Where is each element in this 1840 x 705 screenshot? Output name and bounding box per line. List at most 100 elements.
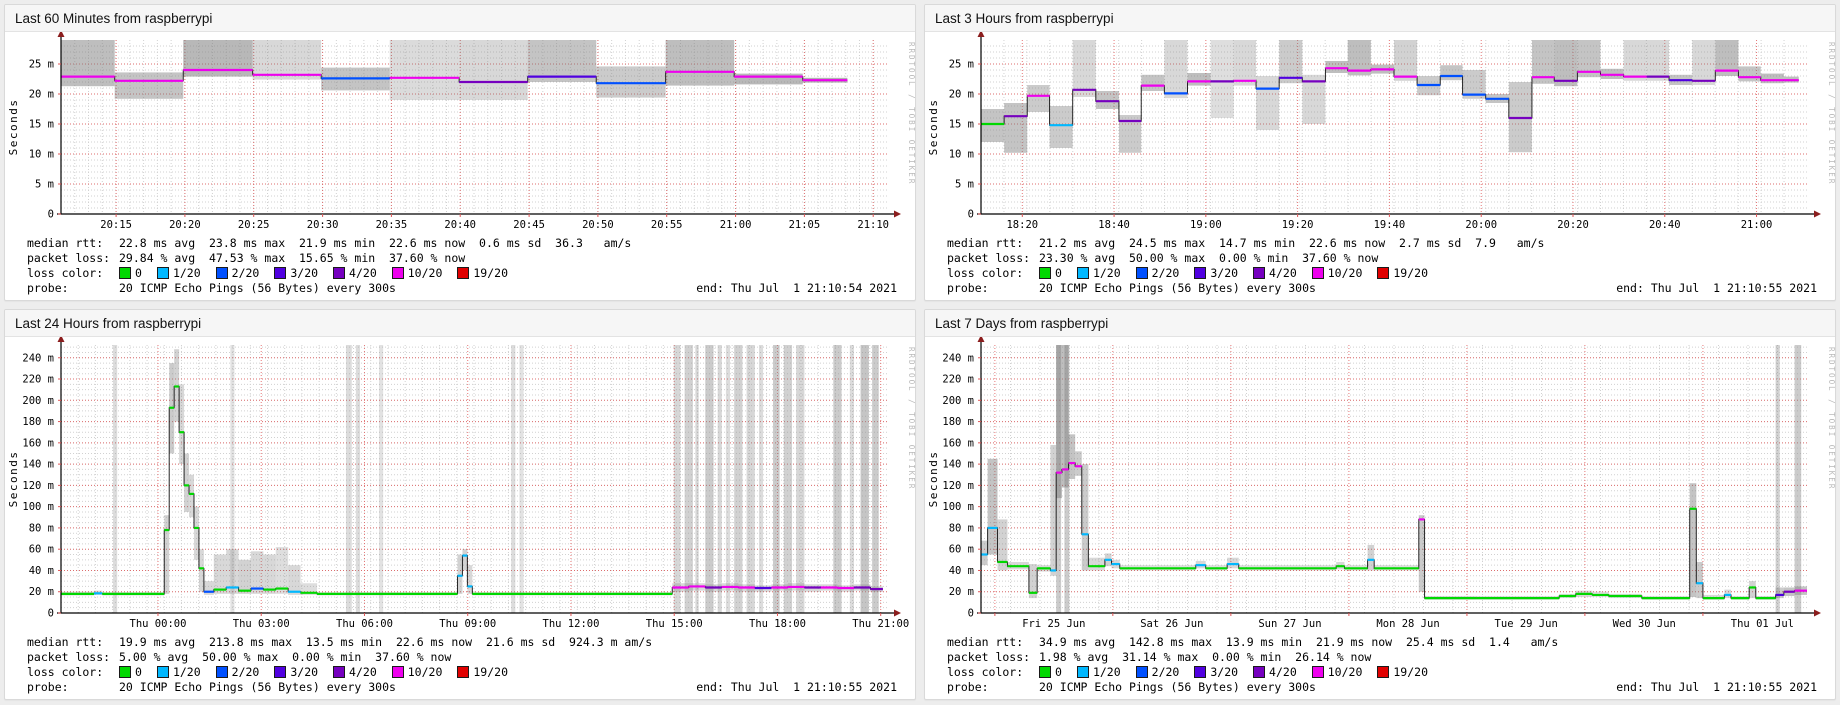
grid-major: [981, 345, 1807, 613]
svg-text:240 m: 240 m: [22, 352, 54, 364]
legend-label: 10/20: [1327, 265, 1363, 280]
y-axis-title: Seconds: [7, 451, 20, 508]
legend-swatch: [1311, 665, 1324, 678]
axis-labels: 0 5 m 10 m 15 m 20 m 25 m 18:20 18:40 19:00 19:20…: [949, 59, 1773, 232]
end-timestamp: end: Thu Jul 1 21:10:55 2021: [1616, 679, 1817, 694]
smokeping-graph-24h[interactable]: 0 20 m 40 m 60 m 80 m 100 m 120 m 140 m 160 m 180…: [5, 337, 915, 633]
probe-label: probe:: [947, 679, 989, 694]
legend-item: 4/20: [1253, 665, 1297, 679]
svg-text:Sun 27 Jun: Sun 27 Jun: [1258, 618, 1321, 630]
loss-legend-items: 0 1/20 2/20 3/20 4/20 10/20 19/20: [1039, 266, 1443, 280]
median-rtt-values: 19.9 ms avg 213.8 ms max 13.5 ms min 22.…: [119, 634, 653, 649]
svg-text:80 m: 80 m: [949, 522, 974, 534]
legend-item: 10/20: [1311, 265, 1363, 280]
legend-swatch: [215, 665, 228, 678]
legend-label: 0: [1055, 265, 1062, 280]
graph-svg: 0 5 m 10 m 15 m 20 m 25 m 20:15 20:20 20:25 20:30…: [7, 32, 915, 231]
svg-text:Thu 21:00: Thu 21:00: [852, 618, 909, 630]
legend-label: 10/20: [407, 664, 443, 679]
panel-last-3-hours: Last 3 Hours from raspberrypi 0 5 m 10 m 15…: [924, 4, 1836, 301]
legend-swatch: [1377, 665, 1390, 678]
smokeping-graph-60min[interactable]: 0 5 m 10 m 15 m 20 m 25 m 20:15 20:20 20:25 20:30…: [5, 32, 915, 234]
packet-loss-values: 23.30 % avg 50.00 % max 0.00 % min 37.60…: [1039, 250, 1379, 265]
legend-label: 2/20: [231, 664, 260, 679]
legend-label: 19/20: [473, 265, 508, 280]
median-line: [981, 67, 1799, 127]
graph-stats: median rtt: 19.9 ms avg 213.8 ms max 13.5…: [5, 633, 915, 694]
svg-text:20:00: 20:00: [1465, 219, 1497, 231]
svg-text:120 m: 120 m: [22, 480, 54, 492]
legend-item: 19/20: [457, 266, 508, 280]
legend-label: 0: [135, 265, 142, 280]
graph-stats: median rtt: 21.2 ms avg 24.5 ms max 14.7 …: [925, 234, 1835, 295]
svg-text:Thu 12:00: Thu 12:00: [543, 618, 600, 630]
legend-label: 1/20: [1092, 664, 1121, 679]
panel-last-7-days: Last 7 Days from raspberrypi 0 20 m 40 m 60…: [924, 309, 1836, 700]
legend-swatch: [1311, 266, 1324, 279]
tick-marks: [58, 357, 882, 616]
svg-text:20:35: 20:35: [376, 219, 408, 231]
loss-color-row: loss color: 0 1/20 2/20 3/20 4/20 10/20 19/20: [947, 664, 1825, 679]
median-rtt-label: median rtt:: [947, 634, 1024, 649]
packet-loss-row: packet loss: 29.84 % avg 47.53 % max 15.6…: [27, 250, 905, 265]
rrdtool-watermark: RRDTOOL / TOBI OETIKER: [907, 347, 915, 490]
legend-label: 4/20: [349, 664, 377, 679]
loss-legend-items: 0 1/20 2/20 3/20 4/20 10/20 19/20: [119, 665, 523, 679]
svg-text:21:10: 21:10: [857, 219, 889, 231]
loss-color-label: loss color:: [27, 265, 104, 280]
svg-text:19:40: 19:40: [1374, 219, 1406, 231]
svg-text:20:15: 20:15: [100, 219, 132, 231]
legend-swatch: [1135, 266, 1148, 279]
svg-text:Thu 00:00: Thu 00:00: [130, 618, 187, 630]
svg-text:0: 0: [48, 209, 54, 221]
svg-text:21:05: 21:05: [789, 219, 821, 231]
probe-values: 20 ICMP Echo Pings (56 Bytes) every 300s: [119, 280, 396, 295]
legend-item: 19/20: [1377, 665, 1428, 679]
legend-swatch: [1039, 665, 1051, 678]
packet-loss-label: packet loss:: [947, 649, 1031, 664]
svg-text:18:20: 18:20: [1006, 219, 1038, 231]
median-line: [61, 68, 848, 85]
probe-row: probe: 20 ICMP Echo Pings (56 Bytes) ever…: [27, 280, 905, 295]
legend-label: 1/20: [1092, 265, 1121, 280]
svg-text:100 m: 100 m: [942, 501, 974, 513]
legend-item: 0: [119, 266, 142, 280]
axis-labels: 0 20 m 40 m 60 m 80 m 100 m 120 m 140 m 160 m 180…: [22, 352, 909, 630]
svg-text:0: 0: [968, 209, 974, 221]
smokeping-graph-7d[interactable]: 0 20 m 40 m 60 m 80 m 100 m 120 m 140 m 160 m 180…: [925, 337, 1835, 633]
rrdtool-watermark: RRDTOOL / TOBI OETIKER: [1827, 42, 1835, 185]
legend-swatch: [1253, 266, 1266, 279]
loss-color-row: loss color: 0 1/20 2/20 3/20 4/20 10/20 19/20: [27, 664, 905, 679]
tick-marks: [58, 63, 874, 217]
svg-text:Thu 06:00: Thu 06:00: [336, 618, 393, 630]
legend-swatch: [333, 266, 346, 279]
legend-item: 1/20: [156, 664, 201, 679]
y-axis-title: Seconds: [927, 451, 940, 508]
panel-header: Last 3 Hours from raspberrypi: [925, 5, 1835, 32]
svg-text:Mon 28 Jun: Mon 28 Jun: [1376, 618, 1439, 630]
legend-item: 2/20: [215, 266, 259, 280]
legend-item: 2/20: [1135, 266, 1179, 280]
panel-header: Last 7 Days from raspberrypi: [925, 310, 1835, 337]
legend-label: 1/20: [172, 265, 201, 280]
panel-last-24-hours: Last 24 Hours from raspberrypi 0 20 m 40 m…: [4, 309, 916, 700]
page-title: Last 60 Minutes from raspberrypi: [15, 10, 213, 26]
legend-label: 0: [1055, 664, 1062, 679]
legend-swatch: [457, 665, 470, 678]
page-title: Last 7 Days from raspberrypi: [935, 315, 1109, 331]
svg-text:Tue 29 Jun: Tue 29 Jun: [1495, 618, 1558, 630]
legend-swatch: [156, 665, 169, 678]
probe-values: 20 ICMP Echo Pings (56 Bytes) every 300s: [1039, 679, 1316, 694]
probe-label: probe:: [27, 280, 69, 295]
svg-text:Wed 30 Jun: Wed 30 Jun: [1613, 618, 1676, 630]
svg-text:140 m: 140 m: [942, 459, 974, 471]
legend-label: 1/20: [172, 664, 201, 679]
legend-label: 3/20: [290, 265, 319, 280]
svg-text:10 m: 10 m: [29, 149, 54, 161]
tick-marks: [978, 63, 1758, 217]
legend-item: 2/20: [215, 664, 260, 679]
legend-label: 19/20: [473, 664, 508, 679]
smokeping-graph-3h[interactable]: 0 5 m 10 m 15 m 20 m 25 m 18:20 18:40 19:00 19:20…: [925, 32, 1835, 234]
svg-text:160 m: 160 m: [942, 437, 974, 449]
svg-text:40 m: 40 m: [949, 565, 974, 577]
